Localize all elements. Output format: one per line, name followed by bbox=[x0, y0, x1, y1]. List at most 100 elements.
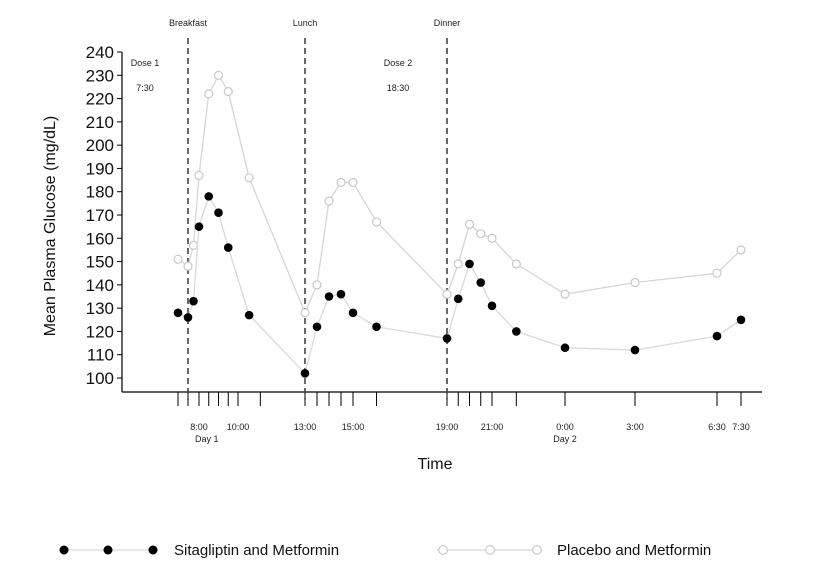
x-tick-label: 6:30 bbox=[708, 422, 726, 432]
data-point bbox=[194, 170, 204, 180]
data-point bbox=[630, 345, 640, 355]
data-point bbox=[183, 261, 193, 271]
x-tick-label: 3:00 bbox=[626, 422, 644, 432]
day-label: Day 1 bbox=[195, 434, 219, 444]
data-point bbox=[560, 289, 570, 299]
data-point bbox=[512, 327, 521, 336]
data-point bbox=[371, 217, 382, 227]
data-point bbox=[348, 308, 358, 318]
x-tick-label: 8:00 bbox=[190, 422, 208, 432]
data-point bbox=[372, 322, 381, 332]
series-placebo bbox=[173, 70, 746, 318]
x-tick-label: 13:00 bbox=[294, 422, 317, 432]
y-tick-label: 150 bbox=[86, 253, 114, 272]
y-tick-label: 100 bbox=[86, 369, 114, 388]
y-tick-label: 160 bbox=[86, 229, 114, 248]
data-point bbox=[189, 296, 198, 306]
dose-annotations: Dose 1 7:30 Dose 2 18:30 bbox=[131, 58, 413, 93]
dose-label: Dose 1 bbox=[131, 58, 160, 68]
y-tick-label: 210 bbox=[86, 113, 114, 132]
legend: Sitagliptin and Metformin Placebo and Met… bbox=[59, 542, 711, 559]
data-point bbox=[188, 240, 199, 250]
data-point bbox=[348, 177, 358, 187]
y-tick-label: 170 bbox=[86, 206, 114, 225]
data-point bbox=[312, 322, 322, 332]
y-tick-label: 120 bbox=[86, 322, 114, 341]
legend-marker bbox=[485, 545, 495, 555]
series-layer bbox=[173, 70, 746, 378]
y-tick-label: 140 bbox=[86, 276, 114, 295]
data-point bbox=[312, 280, 322, 290]
data-point bbox=[465, 259, 474, 269]
x-tick-label: 7:30 bbox=[732, 422, 750, 432]
dose-time: 7:30 bbox=[136, 83, 154, 93]
data-point bbox=[324, 292, 334, 301]
data-point bbox=[630, 277, 640, 288]
legend-marker bbox=[103, 545, 113, 555]
y-axis-title: Mean Plasma Glucose (mg/dL) bbox=[42, 116, 59, 337]
x-tick-label: 21:00 bbox=[481, 422, 504, 432]
data-point bbox=[214, 208, 223, 217]
legend-marker bbox=[438, 545, 448, 555]
legend-marker bbox=[59, 545, 69, 555]
data-point bbox=[213, 70, 224, 80]
day-label: Day 2 bbox=[553, 434, 577, 444]
data-point bbox=[453, 259, 463, 269]
dose-time: 18:30 bbox=[387, 83, 410, 93]
data-point bbox=[476, 278, 486, 287]
data-point bbox=[204, 89, 214, 99]
x-axis-ticks: 8:00 10:00 13:00 15:00 19:00 21:00 0:00 3:00 6:3… bbox=[177, 392, 750, 444]
y-axis-ticks: 100 110 120 130 140 150 160 170 180 190 200 210 220 2… bbox=[86, 43, 122, 388]
data-point bbox=[223, 243, 233, 252]
y-tick-label: 190 bbox=[86, 159, 114, 178]
data-point bbox=[204, 192, 214, 201]
data-point bbox=[173, 308, 183, 318]
series-line bbox=[177, 73, 742, 315]
data-point bbox=[487, 301, 497, 311]
data-point bbox=[712, 268, 722, 278]
data-point bbox=[453, 294, 463, 304]
data-point bbox=[300, 369, 310, 378]
y-tick-label: 230 bbox=[86, 66, 114, 85]
dose-label: Dose 2 bbox=[384, 58, 413, 68]
x-tick-label: 10:00 bbox=[227, 422, 250, 432]
data-point bbox=[464, 219, 475, 229]
data-point bbox=[194, 222, 204, 231]
data-point bbox=[300, 308, 310, 318]
data-point bbox=[476, 229, 486, 239]
data-point bbox=[511, 259, 521, 269]
meal-lines: Breakfast Lunch Dinner bbox=[169, 18, 460, 400]
x-axis-title: Time bbox=[418, 456, 453, 473]
data-point bbox=[487, 233, 497, 243]
y-tick-label: 130 bbox=[86, 299, 114, 318]
series-line bbox=[177, 194, 742, 375]
data-point bbox=[336, 289, 346, 299]
x-tick-label: 0:00 bbox=[556, 422, 574, 432]
data-point bbox=[336, 177, 346, 187]
axes bbox=[121, 52, 762, 393]
data-point bbox=[712, 331, 722, 341]
data-point bbox=[223, 87, 233, 97]
y-tick-label: 110 bbox=[87, 346, 114, 365]
data-point bbox=[736, 245, 746, 255]
x-tick-label: 15:00 bbox=[342, 422, 365, 432]
data-point bbox=[442, 289, 452, 299]
data-point bbox=[173, 254, 183, 264]
legend-marker bbox=[148, 545, 158, 555]
legend-marker bbox=[532, 545, 542, 555]
data-point bbox=[442, 334, 452, 343]
x-tick-label: 19:00 bbox=[436, 422, 459, 432]
data-point bbox=[324, 196, 334, 206]
meal-label: Lunch bbox=[293, 18, 318, 28]
data-point bbox=[183, 313, 193, 322]
y-tick-label: 180 bbox=[86, 183, 114, 202]
meal-label: Dinner bbox=[434, 18, 461, 28]
legend-label-sitagliptin: Sitagliptin and Metformin bbox=[174, 542, 339, 559]
data-point bbox=[736, 315, 746, 325]
y-tick-label: 200 bbox=[86, 136, 114, 155]
legend-label-placebo: Placebo and Metformin bbox=[557, 542, 711, 559]
data-point bbox=[244, 173, 254, 183]
y-tick-label: 240 bbox=[86, 43, 114, 62]
y-tick-label: 220 bbox=[86, 90, 114, 109]
